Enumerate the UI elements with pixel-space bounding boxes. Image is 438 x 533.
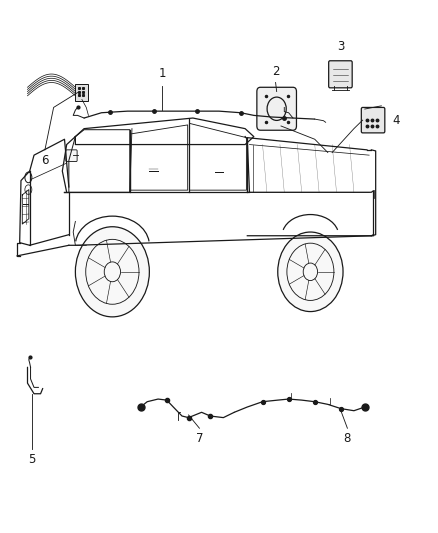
FancyBboxPatch shape: [361, 108, 385, 133]
Circle shape: [75, 227, 149, 317]
Text: 5: 5: [28, 453, 35, 466]
Circle shape: [278, 232, 343, 312]
FancyBboxPatch shape: [74, 84, 88, 101]
Text: 7: 7: [196, 432, 203, 445]
FancyBboxPatch shape: [257, 87, 297, 130]
FancyBboxPatch shape: [328, 61, 352, 88]
Text: 8: 8: [344, 432, 351, 445]
Text: 6: 6: [41, 154, 49, 167]
Text: 4: 4: [392, 114, 400, 127]
FancyBboxPatch shape: [66, 150, 77, 161]
Text: 3: 3: [338, 40, 345, 53]
Text: 2: 2: [272, 65, 279, 78]
Text: 1: 1: [159, 67, 166, 80]
